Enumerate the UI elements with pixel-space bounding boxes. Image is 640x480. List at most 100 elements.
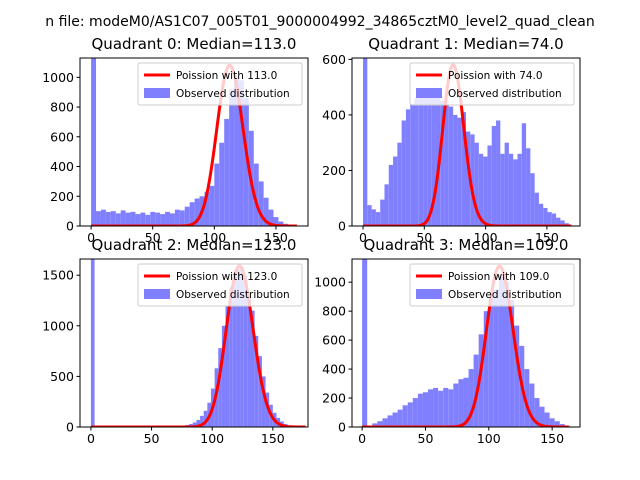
histogram-bar	[258, 181, 264, 226]
histogram-bar	[534, 192, 539, 226]
x-tick-label: 100	[200, 431, 224, 446]
histogram-bar	[478, 334, 484, 427]
subplot-quadrant-3: 0 50 100 150 0 200 400 600 800 1000 Quadrant 3: Me…	[314, 236, 581, 446]
x-tick-label: 150	[535, 230, 559, 245]
histogram-bar	[120, 210, 126, 226]
histogram-bar	[392, 412, 398, 427]
histogram-bar	[229, 287, 233, 427]
subplot-quadrant-1: 0 50 100 150 0 200 400 600 Quadrant 1: Median=74…	[322, 35, 581, 245]
histogram-bar	[457, 117, 462, 226]
histogram-bar	[254, 335, 259, 427]
histogram-bar	[225, 305, 230, 427]
histogram-bar	[401, 120, 406, 226]
histogram-bar	[140, 212, 146, 226]
y-tick-label: 1000	[42, 70, 74, 85]
x-tick-label: 150	[261, 431, 285, 446]
figure-suptitle: n file: modeM0/AS1C07_005T01_9000004992_…	[45, 14, 594, 30]
histogram-bar	[443, 387, 449, 427]
legend-box	[137, 62, 303, 106]
legend-1: Poission with 74.0 Observed distribution	[409, 62, 575, 106]
plot-area-3	[361, 259, 570, 427]
histogram-bar	[427, 95, 432, 226]
y-tick-label: 200	[322, 391, 346, 406]
histogram-bar	[179, 210, 185, 226]
histogram-bar	[487, 145, 492, 226]
histogram-bar	[204, 191, 210, 226]
histogram-bar	[521, 123, 527, 226]
histogram-bar	[236, 269, 241, 427]
x-tick-label: 50	[418, 431, 434, 446]
legend-box	[137, 263, 303, 307]
legend-label-poisson: Poission with 113.0	[176, 70, 277, 82]
histogram-bar	[234, 75, 239, 226]
histogram-bar	[174, 209, 180, 226]
plot-area-0	[90, 58, 298, 226]
y-tick-label: 400	[322, 362, 346, 377]
histogram-bar	[517, 153, 522, 226]
histogram-bar	[375, 212, 381, 226]
histogram-bar	[483, 311, 489, 427]
histogram-bar	[444, 103, 449, 226]
histogram-bar	[513, 159, 518, 226]
histogram-bar	[488, 296, 494, 427]
x-tick-label: 100	[202, 230, 226, 245]
histogram-bar	[232, 275, 237, 427]
histogram-bar	[362, 259, 368, 427]
histogram-bar	[438, 390, 444, 427]
histogram-bar	[418, 95, 424, 226]
x-tick-label: 150	[264, 230, 288, 245]
histogram-bar	[100, 209, 106, 226]
y-tick-label: 800	[50, 100, 74, 115]
histogram-bar	[382, 418, 388, 427]
histogram-bar	[417, 393, 423, 427]
histogram-bar	[243, 275, 248, 427]
histogram-bar	[468, 369, 474, 427]
histogram-bar	[200, 415, 204, 427]
histogram-bar	[377, 421, 383, 427]
legend-label-observed: Observed distribution	[448, 88, 562, 100]
histogram-bar	[214, 163, 220, 226]
histogram-bar	[209, 185, 215, 226]
axes-frame-2	[79, 258, 309, 428]
histogram-bar	[549, 418, 555, 427]
poisson-curve-line	[361, 264, 569, 427]
histogram-bar	[423, 92, 428, 226]
histogram-bar	[448, 389, 454, 427]
histogram-bar	[90, 259, 95, 427]
histogram-bar	[218, 348, 222, 427]
subplot-title-1: Quadrant 1: Median=74.0	[368, 35, 563, 53]
histogram-bar	[194, 198, 200, 226]
x-tick-label: 0	[359, 230, 367, 245]
histogram-bar	[539, 406, 545, 427]
legend-swatch-observed	[144, 289, 170, 299]
histogram-bar	[544, 412, 550, 427]
x-tick-label: 0	[87, 431, 95, 446]
histogram-bar	[387, 415, 393, 427]
y-tick-label: 600	[322, 52, 346, 67]
histogram-bar	[238, 80, 244, 226]
histogram-bar	[196, 419, 201, 427]
subplot-title-0: Quadrant 0: Median=113.0	[92, 35, 297, 53]
legend-label-poisson: Poission with 109.0	[448, 271, 549, 283]
axes-frame-0	[79, 57, 309, 227]
histogram-bar	[247, 295, 251, 427]
histogram-bar	[538, 203, 544, 226]
histogram-bar	[483, 156, 488, 226]
histogram-bar	[240, 267, 244, 427]
histogram-bar	[498, 274, 504, 427]
histogram-bar	[243, 98, 249, 226]
y-tick-label: 400	[50, 159, 74, 174]
y-tick-label: 600	[322, 333, 346, 348]
histogram-bar	[135, 214, 141, 226]
histogram-bar	[393, 156, 398, 226]
histogram-bar	[372, 423, 378, 427]
y-tick-label: 0	[338, 420, 346, 435]
y-tick-label: 200	[50, 189, 74, 204]
histogram-bar	[407, 402, 413, 427]
histogram-bar	[367, 205, 372, 226]
histogram-bar	[547, 212, 552, 226]
axes-frame-1	[351, 57, 581, 227]
histogram-bar	[384, 184, 389, 226]
histogram-bar	[203, 410, 208, 427]
